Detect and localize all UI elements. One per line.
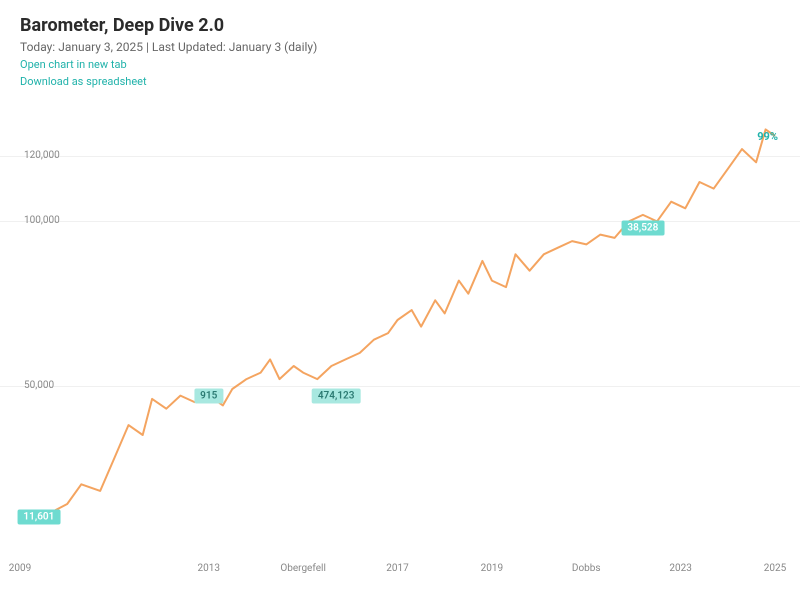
data-flag[interactable]: 915	[194, 388, 223, 403]
chart-svg	[0, 0, 800, 592]
data-flag[interactable]: 11,601	[17, 510, 60, 525]
data-flag[interactable]: 474,123	[312, 388, 361, 403]
series-line	[29, 129, 775, 514]
tail-label: 99%	[757, 130, 778, 143]
line-chart: 50,000100,000120,00020092013Obergefell20…	[0, 0, 800, 592]
data-flag[interactable]: 38,528	[621, 221, 664, 236]
